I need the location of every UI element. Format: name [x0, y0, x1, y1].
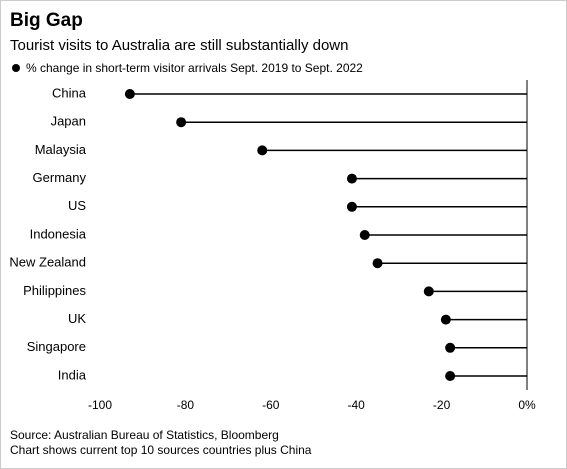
y-tick-label: Japan	[51, 114, 86, 129]
dot	[440, 314, 451, 325]
dot	[346, 201, 357, 212]
dot	[372, 258, 383, 269]
y-tick-label: Germany	[33, 170, 87, 185]
y-tick-label: Indonesia	[30, 226, 87, 241]
x-tick-label: -40	[348, 398, 366, 412]
x-tick-label: 0%	[518, 398, 536, 412]
y-tick-label: UK	[68, 311, 86, 326]
x-tick-label: -60	[262, 398, 280, 412]
source-note: Source: Australian Bureau of Statistics,…	[10, 428, 279, 442]
y-tick-label: India	[58, 367, 87, 382]
x-tick-label: -80	[177, 398, 195, 412]
y-tick-label: US	[68, 198, 86, 213]
legend-marker	[12, 64, 20, 72]
dot	[445, 371, 456, 381]
dot	[124, 89, 135, 99]
chart-title: Big Gap	[10, 10, 83, 31]
y-tick-label: New Zealand	[9, 255, 86, 270]
dot	[257, 145, 268, 156]
dot	[346, 173, 357, 184]
x-tick-label: -20	[433, 398, 451, 412]
chart-note: Chart shows current top 10 sources count…	[10, 443, 312, 457]
chart-subtitle: Tourist visits to Australia are still su…	[10, 37, 348, 54]
y-tick-label: Malaysia	[35, 142, 87, 157]
y-tick-label: China	[52, 85, 87, 100]
y-tick-label: Philippines	[23, 283, 86, 298]
x-tick-label: -100	[88, 398, 112, 412]
y-tick-label: Singapore	[27, 339, 86, 354]
dot	[423, 286, 434, 297]
dot	[445, 342, 456, 353]
dot	[176, 117, 187, 128]
dot	[359, 230, 370, 240]
legend-label: % change in short-term visitor arrivals …	[26, 61, 363, 75]
